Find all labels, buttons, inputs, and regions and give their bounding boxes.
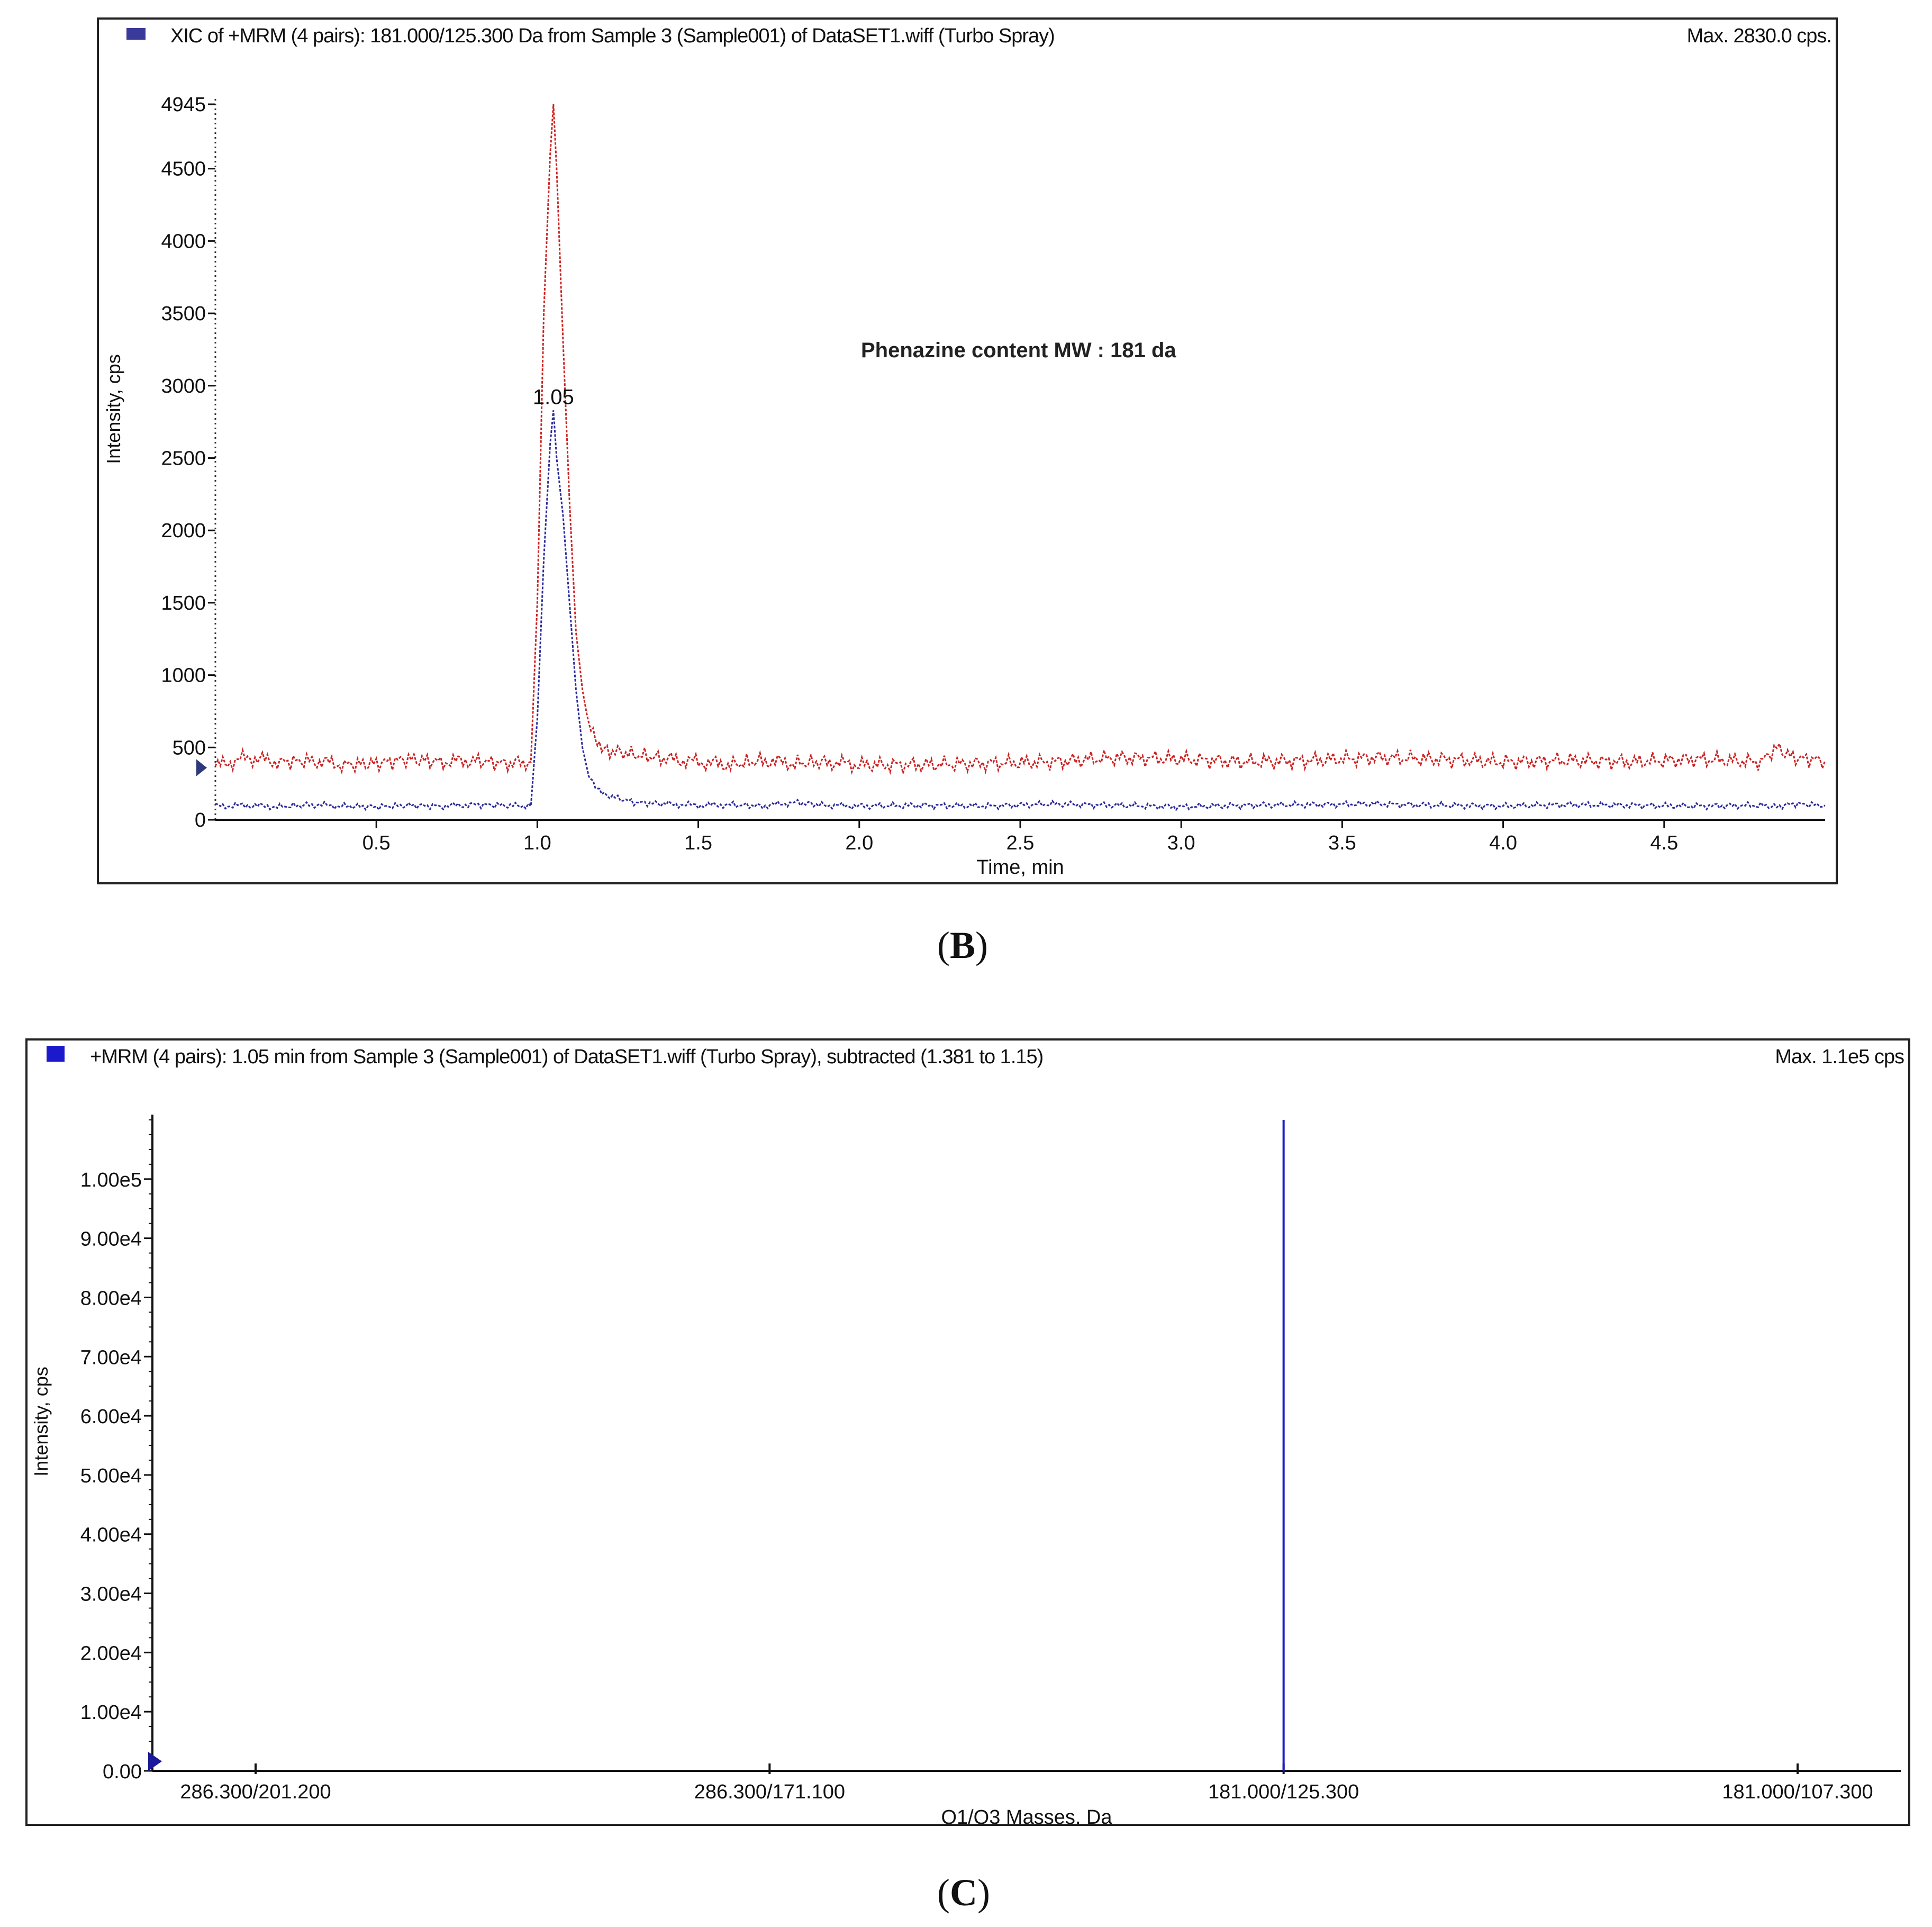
x-axis-label: Q1/Q3 Masses, Da (941, 1806, 1112, 1824)
chart-b-header: XIC of +MRM (4 pairs): 181.000/125.300 D… (170, 25, 1055, 47)
x-tick-label: 0.5 (362, 832, 391, 854)
series-line-2 (215, 410, 1826, 811)
y-tick-label: 5.00e4 (80, 1465, 142, 1487)
y-tick-label: 500 (173, 737, 206, 759)
legend-swatch (47, 1046, 65, 1062)
caption-b: (B) (937, 924, 988, 966)
y-tick-label: 7.00e4 (80, 1346, 142, 1369)
x-tick-label: 286.300/201.200 (180, 1781, 331, 1803)
y-axis-marker (196, 759, 207, 776)
caption-c: (C) (937, 1871, 990, 1914)
chart-c-plot: 0.00 1.00e4 2.00e4 3.00e4 4.00e4 5.00e4 6.00e4… (30, 1115, 1901, 1824)
y-tick-label: 3500 (161, 303, 206, 325)
y-tick-label: 1500 (161, 592, 206, 614)
x-tick-label: 4.5 (1650, 832, 1678, 854)
y-tick-label: 8.00e4 (80, 1287, 142, 1309)
y-tick-label: 6.00e4 (80, 1406, 142, 1428)
y-tick-label: 1.00e5 (80, 1169, 142, 1191)
x-tick-label: 3.5 (1328, 832, 1356, 854)
series-line-1 (214, 104, 1826, 775)
x-tick-label: 181.000/107.300 (1722, 1781, 1873, 1803)
x-tick-label: 3.0 (1167, 832, 1195, 854)
x-tick-label: 1.5 (684, 832, 712, 854)
y-tick-label: 4500 (161, 158, 206, 180)
y-tick-label: 4000 (161, 230, 206, 252)
legend-swatch (126, 28, 146, 40)
peak-label: 1.05 (533, 385, 574, 409)
annotation-label: Phenazine content MW : 181 da (861, 339, 1176, 362)
caption-b-letter: B (949, 924, 976, 966)
x-tick-label: 4.0 (1489, 832, 1517, 854)
y-axis-label: Intensity, cps (30, 1367, 52, 1476)
x-tick-label: 181.000/125.300 (1208, 1781, 1359, 1803)
y-tick-label: 4.00e4 (80, 1524, 142, 1546)
y-tick-label: 1.00e4 (80, 1702, 142, 1724)
y-tick-label: 2.00e4 (80, 1642, 142, 1664)
y-tick-label: 0.00 (103, 1761, 142, 1783)
caption-c-letter: C (949, 1871, 977, 1914)
y-axis-marker (148, 1752, 162, 1771)
chart-panel-b: XIC of +MRM (4 pairs): 181.000/125.300 D… (97, 17, 1838, 884)
y-tick-label: 2000 (161, 520, 206, 542)
y-tick-label: 9.00e4 (80, 1228, 142, 1251)
x-tick-label: 2.0 (845, 832, 873, 854)
chart-b-plot: 0 500 1000 1500 2000 2500 3000 3500 4000 4500 4945… (103, 94, 1826, 879)
y-tick-label: 3000 (161, 375, 206, 397)
chart-c-header: +MRM (4 pairs): 1.05 min from Sample 3 (… (90, 1046, 1044, 1068)
x-axis-label: Time, min (976, 856, 1064, 879)
x-tick-label: 2.5 (1006, 832, 1035, 854)
x-tick-label: 1.0 (523, 832, 551, 854)
chart-b-max-label: Max. 2830.0 cps. (1686, 25, 1832, 47)
y-tick-label: 1000 (161, 665, 206, 687)
y-tick-label: 4945 (161, 94, 206, 116)
y-axis-label: Intensity, cps (103, 354, 124, 464)
chart-panel-c: +MRM (4 pairs): 1.05 min from Sample 3 (… (25, 1038, 1910, 1826)
y-tick-label: 3.00e4 (80, 1584, 142, 1606)
y-tick-label: 2500 (161, 447, 206, 469)
chart-c-max-label: Max. 1.1e5 cps (1775, 1046, 1904, 1068)
y-tick-label: 0 (195, 809, 206, 831)
x-tick-label: 286.300/171.100 (694, 1781, 845, 1803)
